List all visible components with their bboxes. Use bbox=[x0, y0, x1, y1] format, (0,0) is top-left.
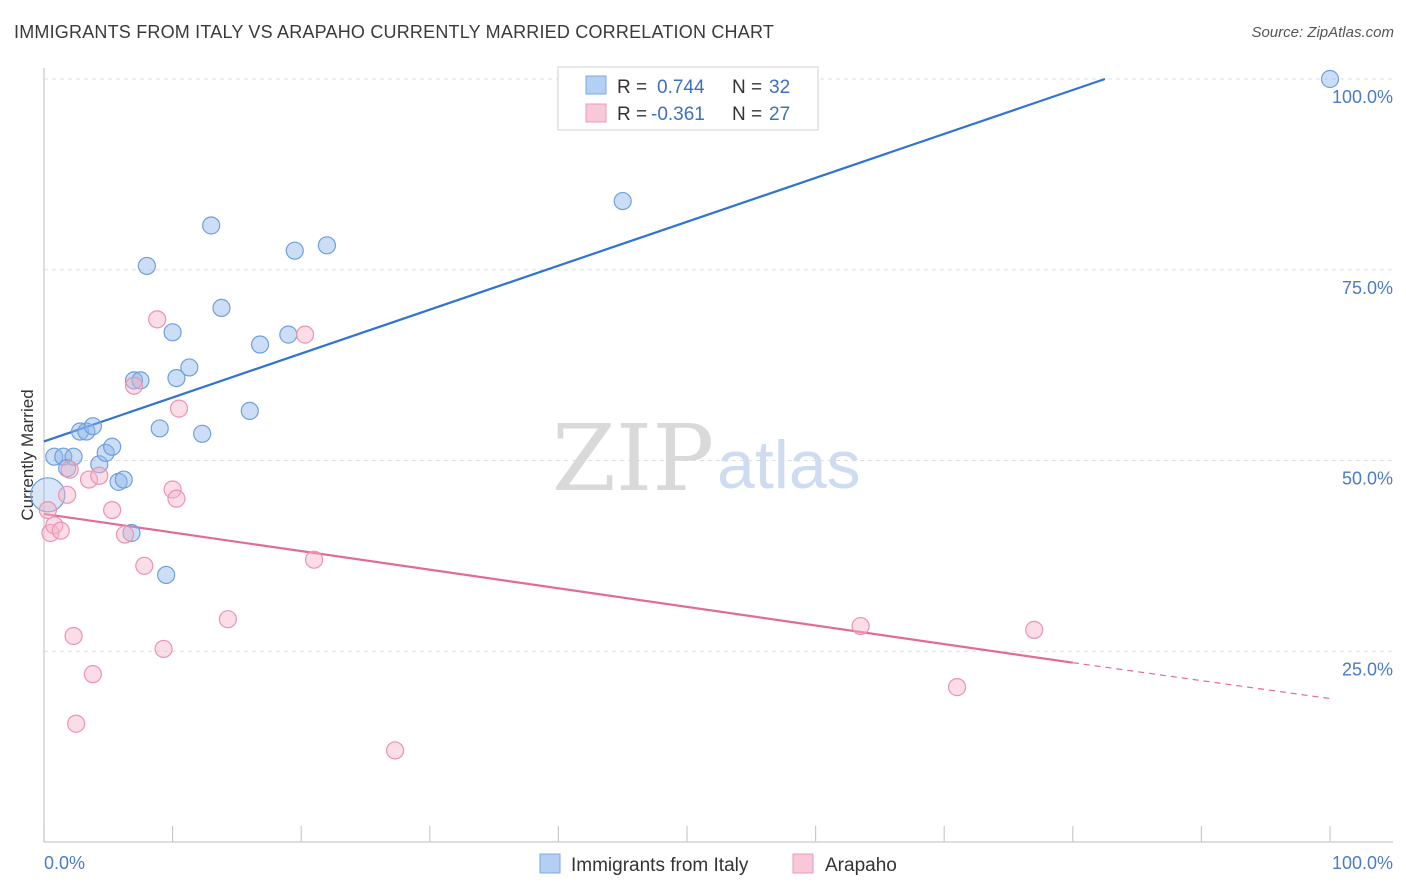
point-arapaho-23 bbox=[385, 741, 405, 760]
point-italy-23 bbox=[202, 216, 221, 235]
point-arapaho-9 bbox=[83, 665, 102, 684]
legend-n-label-1: N = bbox=[732, 77, 762, 98]
point-italy-26 bbox=[250, 335, 270, 354]
point-italy-18 bbox=[157, 565, 176, 585]
y-tick-labels: 25.0% 50.0% 75.0% 100.0% bbox=[1332, 87, 1393, 679]
trendlines bbox=[43, 77, 1331, 700]
point-italy-10 bbox=[103, 437, 122, 456]
x-tick-label-max: 100.0% bbox=[1332, 853, 1393, 873]
point-italy-19 bbox=[163, 323, 182, 342]
trendline-italy bbox=[43, 77, 1106, 443]
x-ticks bbox=[43, 826, 1331, 842]
point-arapaho-13 bbox=[124, 376, 144, 395]
bottom-legend-label-italy: Immigrants from Italy bbox=[571, 855, 749, 876]
legend-r-label-1: R = bbox=[617, 77, 647, 98]
point-italy-13 bbox=[122, 523, 141, 543]
chart-title: IMMIGRANTS FROM ITALY VS ARAPAHO CURRENT… bbox=[14, 22, 775, 42]
legend-box: R = 0.744 N = 32 R = -0.361 N = 27 bbox=[557, 66, 819, 131]
point-italy-14 bbox=[124, 371, 144, 390]
point-arapaho-15 bbox=[148, 310, 167, 329]
point-italy-29 bbox=[317, 236, 337, 255]
point-italy-0 bbox=[30, 477, 66, 513]
legend-r-value-2: -0.361 bbox=[651, 104, 705, 125]
y-tick-label-75: 75.0% bbox=[1342, 278, 1393, 298]
watermark-atlas: atlas bbox=[717, 427, 861, 503]
point-italy-31 bbox=[1320, 69, 1340, 89]
point-arapaho-4 bbox=[58, 485, 77, 504]
y-tick-label-50: 50.0% bbox=[1342, 469, 1393, 489]
point-italy-21 bbox=[180, 358, 199, 377]
point-arapaho-18 bbox=[167, 489, 186, 508]
trendline-arapaho bbox=[43, 512, 1073, 664]
point-italy-25 bbox=[240, 401, 259, 421]
legend-swatch-arapaho bbox=[585, 103, 607, 123]
bottom-legend-swatch-arapaho bbox=[792, 853, 814, 874]
point-italy-17 bbox=[150, 419, 169, 438]
legend-swatch-italy bbox=[585, 75, 607, 95]
bottom-legend-label-arapaho: Arapaho bbox=[825, 855, 897, 876]
point-arapaho-26 bbox=[1025, 620, 1044, 639]
point-italy-24 bbox=[212, 298, 231, 317]
x-tick-label-min: 0.0% bbox=[44, 853, 85, 873]
point-italy-27 bbox=[279, 325, 298, 344]
legend-n-value-2: 27 bbox=[769, 104, 790, 125]
point-italy-22 bbox=[193, 424, 212, 443]
point-italy-20 bbox=[167, 368, 186, 388]
bottom-legend-swatch-italy bbox=[539, 853, 561, 874]
legend-n-label-2: N = bbox=[732, 104, 762, 125]
point-arapaho-21 bbox=[295, 325, 315, 344]
axes bbox=[43, 68, 1393, 843]
point-arapaho-5 bbox=[60, 460, 79, 479]
point-arapaho-20 bbox=[218, 610, 237, 629]
point-arapaho-6 bbox=[64, 626, 83, 646]
point-italy-16 bbox=[137, 256, 156, 276]
source-label: Source: ZipAtlas.com bbox=[1251, 24, 1394, 41]
point-arapaho-22 bbox=[304, 550, 324, 569]
data-points bbox=[30, 69, 1340, 760]
point-italy-12 bbox=[114, 470, 133, 489]
point-italy-7 bbox=[83, 417, 102, 436]
legend-r-label-2: R = bbox=[617, 104, 647, 125]
gridlines bbox=[44, 78, 1393, 652]
point-arapaho-10 bbox=[90, 466, 109, 485]
watermark-zip: ZIP bbox=[552, 405, 714, 512]
legend-n-value-1: 32 bbox=[769, 77, 790, 98]
y-tick-label-25: 25.0% bbox=[1342, 659, 1393, 679]
point-arapaho-8 bbox=[79, 470, 99, 489]
trendline-extension-arapaho bbox=[1072, 662, 1331, 700]
bottom-legend: Immigrants from Italy Arapaho bbox=[539, 853, 897, 876]
y-tick-label-100: 100.0% bbox=[1332, 87, 1393, 107]
point-arapaho-11 bbox=[103, 500, 122, 520]
point-arapaho-24 bbox=[851, 616, 870, 636]
legend-r-value-1: 0.744 bbox=[657, 77, 705, 98]
point-arapaho-7 bbox=[67, 714, 86, 733]
point-arapaho-16 bbox=[154, 639, 173, 659]
point-italy-28 bbox=[285, 241, 304, 260]
point-arapaho-12 bbox=[115, 525, 135, 544]
point-italy-30 bbox=[613, 191, 632, 211]
point-arapaho-25 bbox=[947, 678, 967, 697]
point-arapaho-17 bbox=[163, 480, 182, 499]
point-arapaho-3 bbox=[51, 521, 70, 540]
point-arapaho-19 bbox=[169, 399, 189, 418]
point-arapaho-14 bbox=[135, 556, 154, 575]
point-arapaho-0 bbox=[38, 500, 57, 520]
